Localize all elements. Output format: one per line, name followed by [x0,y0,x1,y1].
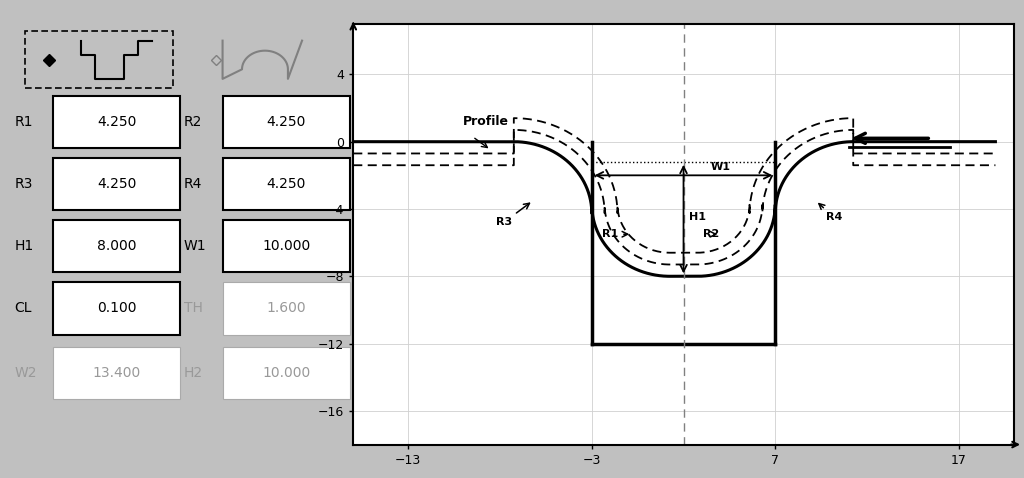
Text: Profile: Profile [463,115,509,128]
Text: W1: W1 [183,239,206,253]
Bar [222,347,350,399]
Text: R2: R2 [702,229,719,239]
Text: R4: R4 [819,204,842,222]
Text: H1: H1 [689,212,706,222]
Text: R4: R4 [183,177,202,191]
Bar [53,282,180,335]
Text: R2: R2 [183,115,202,129]
Bar [222,282,350,335]
Bar [222,158,350,210]
Text: 10.000: 10.000 [262,366,310,380]
Text: W1: W1 [711,162,731,172]
Text: 13.400: 13.400 [92,366,140,380]
Text: R1: R1 [602,229,628,239]
Text: 0.100: 0.100 [97,301,136,315]
Text: R3: R3 [14,177,33,191]
Bar [25,31,173,88]
Text: W2: W2 [14,366,37,380]
Text: CL: CL [14,301,32,315]
Text: H2: H2 [183,366,203,380]
Text: 4.250: 4.250 [97,115,136,129]
Text: R3: R3 [496,203,529,228]
Bar [53,220,180,272]
Text: 4.250: 4.250 [97,177,136,191]
Text: 8.000: 8.000 [97,239,136,253]
Bar [53,158,180,210]
Bar [53,347,180,399]
Text: H1: H1 [14,239,34,253]
Text: 1.600: 1.600 [266,301,306,315]
Text: 4.250: 4.250 [266,177,306,191]
Bar [53,96,180,148]
Bar [222,96,350,148]
Text: 10.000: 10.000 [262,239,310,253]
Bar [222,220,350,272]
Text: TH: TH [183,301,203,315]
Text: 4.250: 4.250 [266,115,306,129]
Text: R1: R1 [14,115,33,129]
